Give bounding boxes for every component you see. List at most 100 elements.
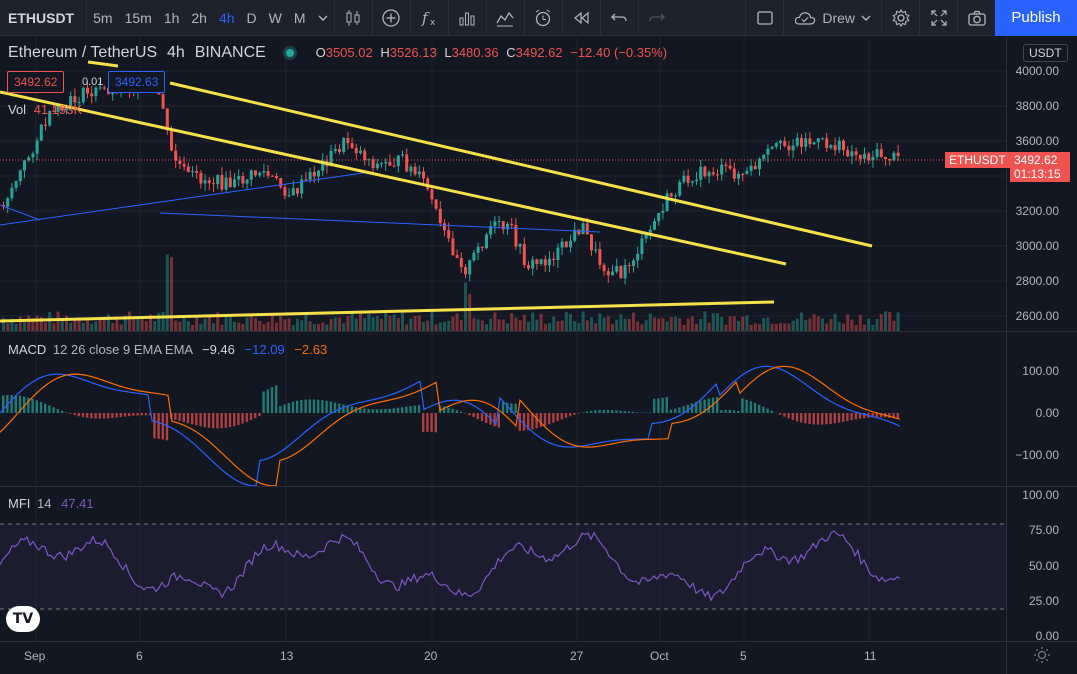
financials-button[interactable] [447,0,486,36]
tradingview-logo[interactable]: TV [6,606,40,632]
timeframe-d[interactable]: D [246,9,257,26]
macd-histogram-bar [766,408,769,413]
time-axis-label: Oct [650,649,669,663]
volume-bar [653,317,656,331]
volume-bar [892,320,896,331]
sell-price-button[interactable]: 3492.62 [7,71,65,93]
volume-bar [548,323,551,331]
price-axis-label: 3000.00 [1015,239,1059,253]
layout-button[interactable] [745,0,783,36]
volume-bar [123,315,127,331]
macd-histogram-bar [703,399,706,413]
undo-button[interactable] [599,0,638,36]
macd-histogram-bar [27,397,30,413]
macd-histogram-bar [249,413,253,421]
candle-body [888,159,892,161]
macd-histogram-bar [44,403,47,413]
save-layout-button[interactable]: Drew [783,0,881,36]
volume-bar [304,314,308,331]
candle-body [291,188,295,196]
buy-price-button[interactable]: 3492.63 [108,71,166,93]
timeframe-4h[interactable]: 4h [218,9,235,26]
timeframe-5m[interactable]: 5m [93,9,113,26]
macd-histogram-bar [455,410,458,413]
candle-body [674,195,677,197]
candle-body [170,130,173,151]
volume-bar [875,318,879,331]
macd-title: MACD [8,342,47,357]
macd-histogram-bar [699,400,702,413]
publish-button[interactable]: Publish [995,0,1077,36]
snapshot-button[interactable] [957,0,995,36]
volume-bar [354,318,358,331]
templates-button[interactable] [485,0,524,36]
macd-histogram-bar [203,413,206,428]
pane-separator[interactable] [0,331,1077,332]
timeframe-m[interactable]: M [293,9,306,26]
replay-button[interactable] [561,0,600,36]
volume-bar [266,321,270,331]
timeframe-15m[interactable]: 15m [124,9,152,26]
macd-histogram-bar [892,413,895,419]
candle-body [300,179,304,194]
volume-bar [287,318,291,331]
macd-histogram-bar [333,402,337,413]
pane-separator[interactable] [0,486,1077,487]
volume-bar [842,323,845,331]
volume-bar [535,319,539,331]
mfi-axis-label: 50.00 [1028,559,1059,573]
timeframe-w[interactable]: W [268,9,282,26]
macd-histogram-bar [564,413,568,418]
candle-body [317,170,320,177]
currency-label[interactable]: USDT [1023,44,1068,62]
timeframe-dropdown-button[interactable] [312,0,334,36]
volume-bar [619,314,623,331]
pair-name[interactable]: Ethereum / TetherUS [8,44,158,61]
macd-histogram-bar [73,413,76,416]
candle-body [661,210,665,213]
alert-button[interactable] [523,0,562,36]
candle-body [359,150,362,154]
candle-body [161,94,165,109]
volume-bar [829,319,833,331]
macd-histogram-bar [493,413,496,427]
macd-histogram-bar [829,413,832,424]
candle-body [695,179,698,182]
chart-settings-button[interactable] [1032,645,1052,665]
macd-histogram-bar [371,409,374,413]
redo-button[interactable] [637,0,676,36]
candle-body [338,149,341,153]
macd-histogram-bar [640,412,643,413]
chart-type-button[interactable] [333,0,372,36]
volume-bar [262,324,266,331]
candle-body [728,165,732,169]
compare-add-button[interactable] [371,0,410,36]
macd-histogram-bar [787,413,790,419]
macd-histogram-bar [98,413,101,419]
settings-button[interactable] [881,0,919,36]
volume-bar [455,313,459,331]
macd-histogram-bar [77,413,80,417]
timeframe-2h[interactable]: 2h [191,9,207,26]
volume-bar [2,318,5,331]
candle-body [438,208,442,224]
macd-histogram-bar [233,413,236,427]
volume-bar [485,324,488,331]
macd-histogram-bar [779,413,782,415]
candle-body [711,172,715,175]
candle-body [657,212,661,222]
macd-histogram-bar [842,413,845,422]
timeframe-1h[interactable]: 1h [163,9,180,26]
volume-bar [661,318,665,331]
symbol-search-button[interactable]: ETHUSDT [0,0,88,36]
volume-bar [161,312,165,331]
candle-body [178,160,182,164]
candle-body [556,247,560,261]
macd-histogram-bar [858,413,862,419]
volume-bar [879,314,883,331]
macd-histogram-bar [401,407,404,413]
fullscreen-button[interactable] [919,0,957,36]
